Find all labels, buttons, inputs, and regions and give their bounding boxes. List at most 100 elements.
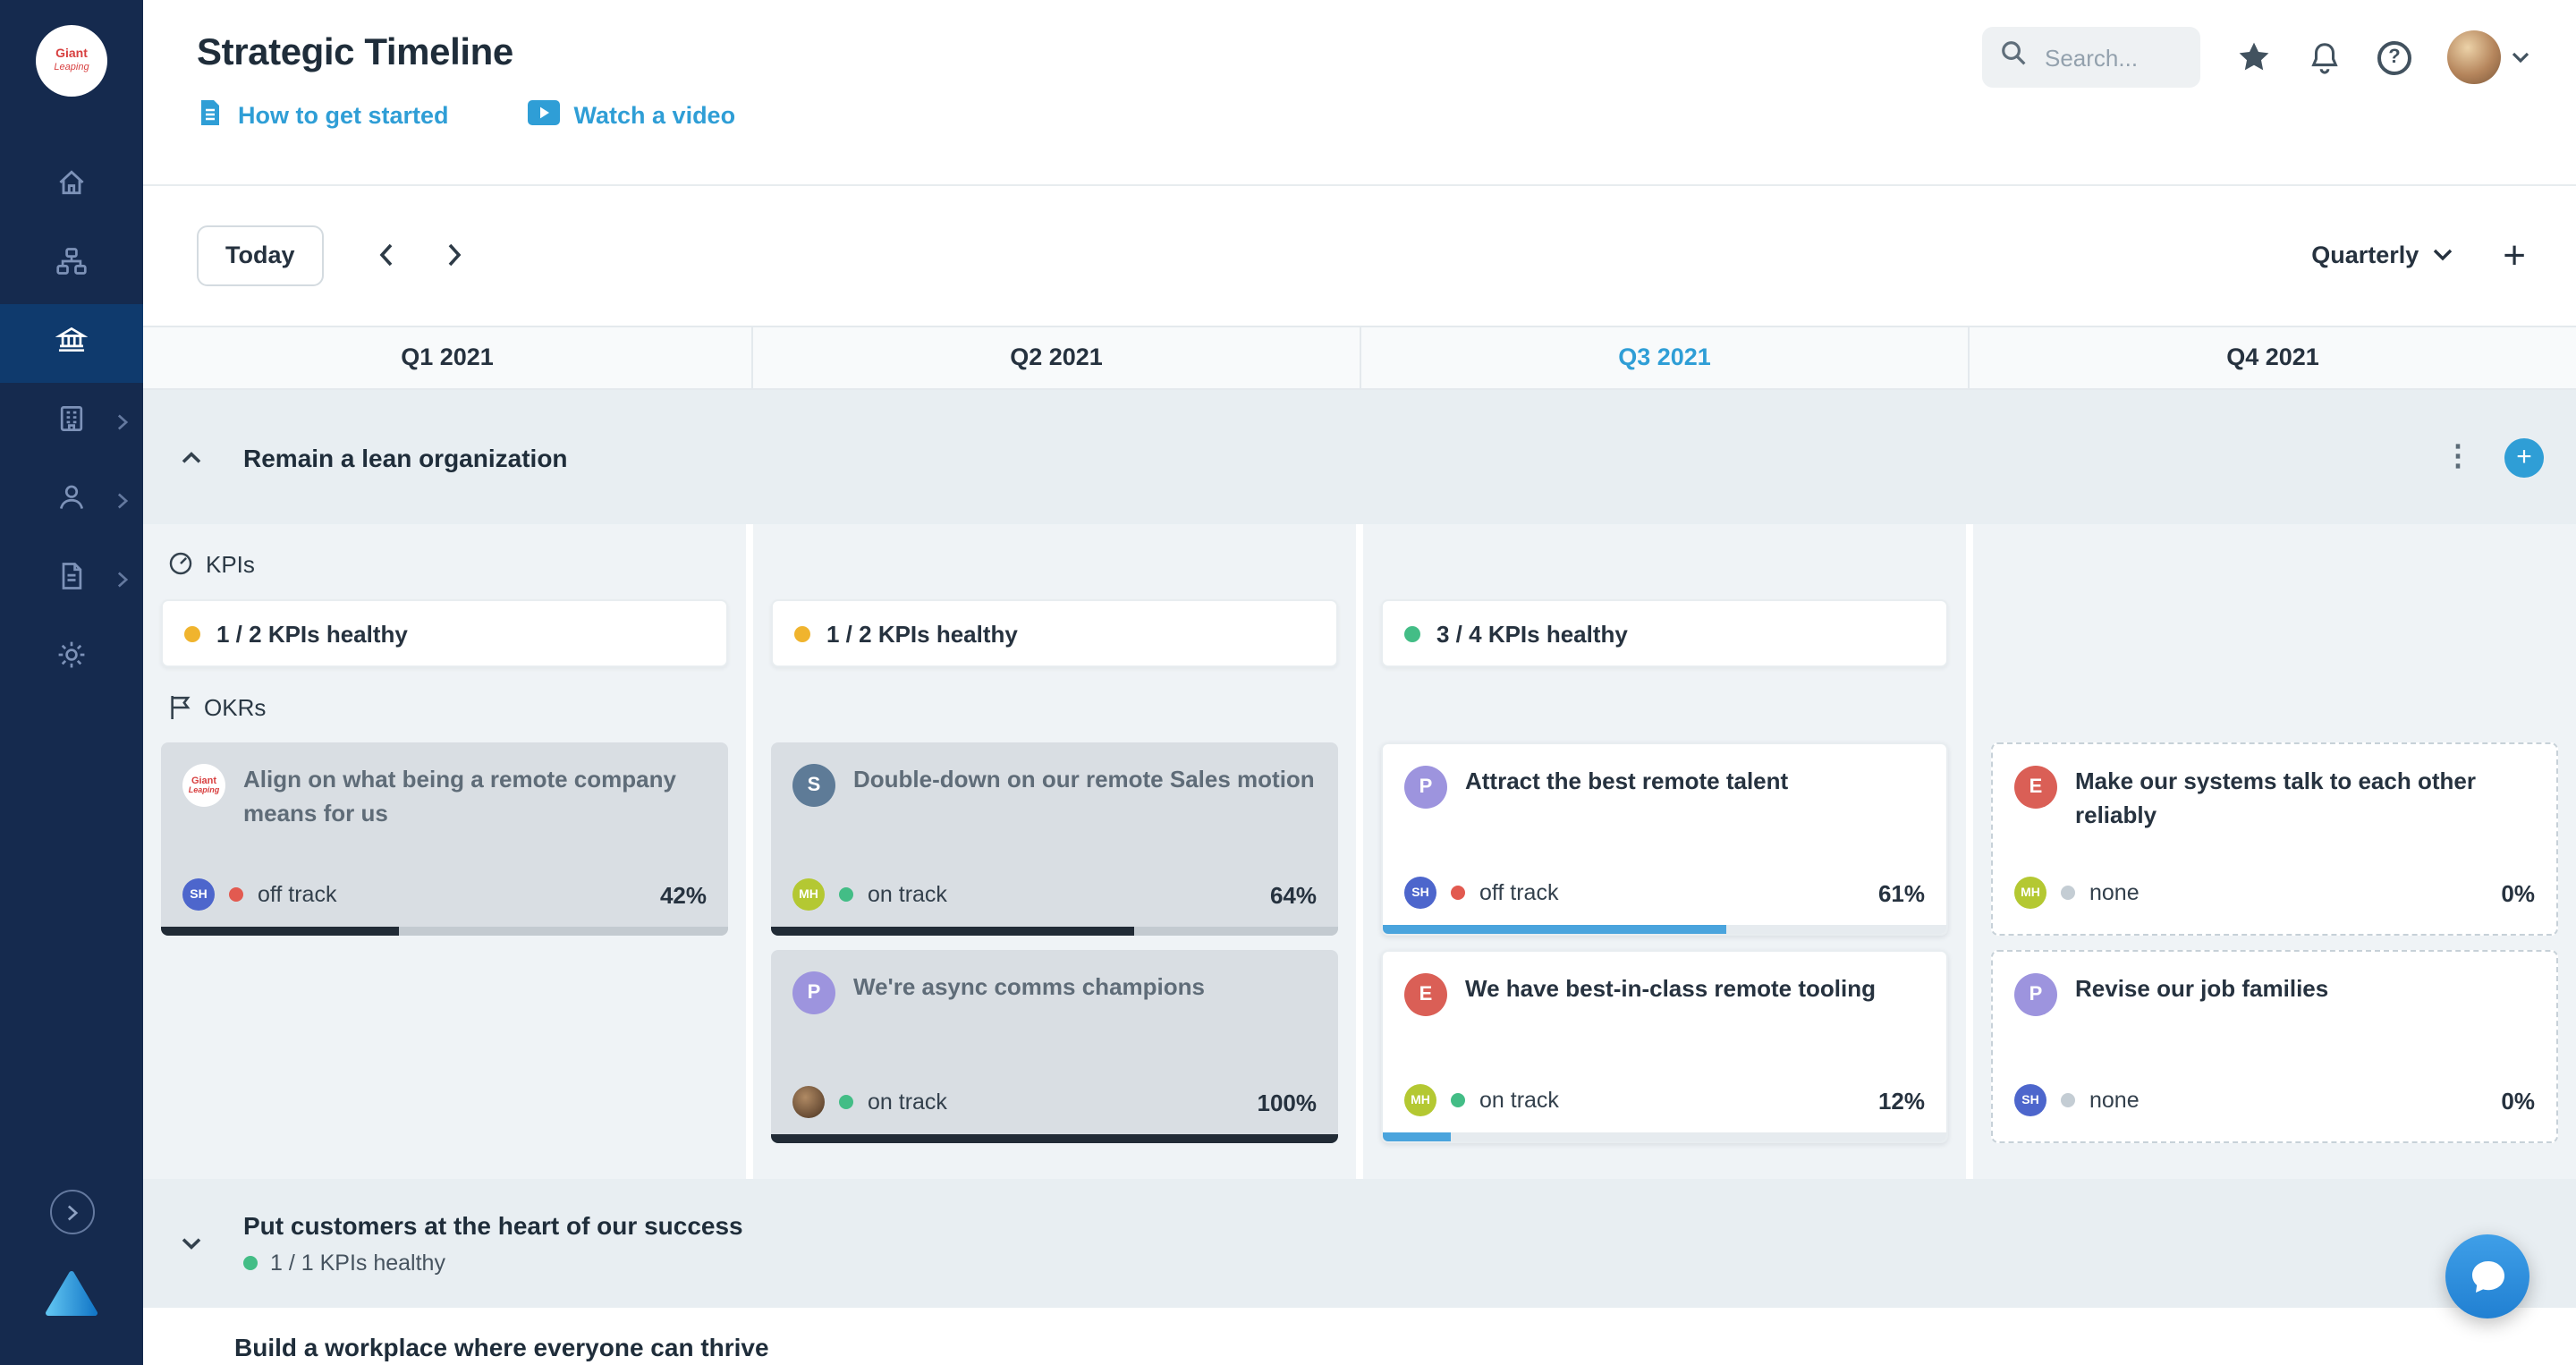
chevron-right-icon[interactable] bbox=[116, 571, 129, 589]
objective-avatar: P bbox=[1404, 766, 1447, 810]
gauge-icon bbox=[168, 552, 193, 577]
star-icon[interactable] bbox=[2236, 39, 2272, 75]
sidebar-item-settings[interactable] bbox=[0, 619, 143, 698]
section2-kpi-dot bbox=[243, 1256, 258, 1271]
logo-avatar-text: Giant bbox=[191, 776, 217, 787]
sidebar-item-people[interactable] bbox=[0, 462, 143, 540]
progress-fill bbox=[771, 927, 1134, 937]
search-box[interactable] bbox=[1982, 27, 2200, 88]
chevron-down-icon bbox=[2433, 250, 2453, 262]
logo-avatar-text: Leaping bbox=[188, 784, 220, 794]
status-label: off track bbox=[1479, 880, 1559, 906]
timeline-toolbar: Today Quarterly + bbox=[143, 185, 2576, 326]
status-dot bbox=[2061, 886, 2075, 901]
section-build-workplace: Build a workplace where everyone can thr… bbox=[143, 1333, 2576, 1365]
kpi-health-card[interactable]: 3 / 4 KPIs healthy bbox=[1381, 599, 1948, 668]
objective-avatar: E bbox=[1404, 973, 1447, 1017]
okrs-label bbox=[1363, 686, 1966, 729]
chevron-right-icon[interactable] bbox=[445, 242, 463, 269]
progress-bar bbox=[161, 927, 728, 937]
quarter-header: Q4 2021 bbox=[1968, 327, 2576, 388]
link-label: How to get started bbox=[238, 102, 449, 129]
add-objective-button[interactable]: + bbox=[2504, 437, 2544, 478]
status-label: none bbox=[2089, 1088, 2140, 1114]
progress-percent: 0% bbox=[2501, 1087, 2535, 1115]
okr-card-footer: MH none 0% bbox=[2014, 877, 2535, 910]
chevron-right-icon[interactable] bbox=[116, 492, 129, 510]
user-menu[interactable] bbox=[2447, 30, 2529, 84]
status-dot bbox=[229, 887, 243, 903]
link-label: Watch a video bbox=[573, 102, 736, 129]
okr-card[interactable]: Giant Leaping Align on what being a remote… bbox=[161, 742, 728, 937]
status-label: on track bbox=[868, 1089, 947, 1115]
okr-card-header: E Make our systems talk to each other rel… bbox=[1993, 745, 2556, 832]
okr-card-slot bbox=[143, 951, 746, 1144]
okr-card-slot: P Revise our job families SH none 0% bbox=[1973, 950, 2576, 1144]
kpi-summary-text: 1 / 1 KPIs healthy bbox=[270, 1251, 445, 1276]
okr-card-footer: MH on track 64% bbox=[792, 878, 1317, 911]
okr-card[interactable]: S Double-down on our remote Sales motion M… bbox=[771, 742, 1338, 937]
org-logo[interactable]: Giant Leaping bbox=[36, 25, 107, 97]
person-icon bbox=[55, 480, 88, 521]
main-area: Strategic Timeline How to get started Wa… bbox=[143, 0, 2576, 1365]
search-input[interactable] bbox=[2041, 42, 2199, 72]
okr-card[interactable]: P Revise our job families SH none 0% bbox=[1991, 950, 2558, 1144]
flag-icon bbox=[168, 694, 191, 721]
okr-card-footer: SH none 0% bbox=[2014, 1084, 2535, 1117]
bell-icon[interactable] bbox=[2308, 39, 2342, 75]
progress-bar bbox=[1383, 925, 1946, 935]
kpis-label-text: KPIs bbox=[206, 550, 255, 578]
chevron-right-icon[interactable] bbox=[116, 413, 129, 431]
expand-section-icon[interactable] bbox=[181, 1236, 216, 1251]
view-granularity-select[interactable]: Quarterly bbox=[2311, 242, 2453, 269]
progress-bar bbox=[771, 1134, 1338, 1144]
okr-card-slot: P We're async comms champions on track 100% bbox=[753, 950, 1356, 1144]
kpi-health-card[interactable]: 1 / 2 KPIs healthy bbox=[161, 599, 728, 668]
progress-bar bbox=[1383, 1132, 1946, 1142]
kpi-card-slot: 3 / 4 KPIs healthy bbox=[1363, 599, 1966, 668]
progress-percent: 0% bbox=[2501, 879, 2535, 907]
okr-card-header: S Double-down on our remote Sales motion bbox=[771, 743, 1338, 808]
add-button[interactable]: + bbox=[2503, 232, 2526, 277]
sidebar-collapse-button[interactable] bbox=[49, 1190, 94, 1234]
kpi-health-card[interactable]: 1 / 2 KPIs healthy bbox=[771, 599, 1338, 668]
collapse-section-icon[interactable] bbox=[181, 450, 216, 464]
okr-card[interactable]: E Make our systems talk to each other rel… bbox=[1991, 742, 2558, 937]
how-to-get-started-link[interactable]: How to get started bbox=[197, 98, 449, 132]
kpis-label bbox=[753, 543, 1356, 586]
sidebar-item-strategy[interactable] bbox=[0, 304, 143, 383]
chevron-left-icon[interactable] bbox=[377, 242, 395, 269]
bank-icon bbox=[55, 323, 89, 364]
progress-bar bbox=[771, 927, 1338, 937]
header-controls: ? bbox=[1982, 27, 2529, 88]
okrs-label bbox=[1973, 686, 2576, 729]
sidebar-item-org-chart[interactable] bbox=[0, 225, 143, 304]
kpi-status-dot bbox=[794, 625, 810, 642]
gear-icon bbox=[55, 638, 88, 679]
help-icon[interactable]: ? bbox=[2377, 40, 2411, 74]
progress-percent: 61% bbox=[1877, 879, 1925, 907]
okr-card-slot: E Make our systems talk to each other rel… bbox=[1973, 742, 2576, 937]
okr-card-header: E We have best-in-class remote tooling bbox=[1383, 953, 1946, 1017]
org-logo-text: Giant bbox=[55, 48, 88, 62]
section-title: Put customers at the heart of our succes… bbox=[243, 1211, 743, 1241]
org-chart-icon bbox=[55, 244, 88, 285]
page-title: Strategic Timeline bbox=[197, 32, 513, 73]
owner-avatar bbox=[792, 1086, 825, 1119]
sidebar-item-home[interactable] bbox=[0, 147, 143, 225]
document-icon bbox=[55, 559, 88, 600]
okr-card[interactable]: E We have best-in-class remote tooling MH o… bbox=[1381, 950, 1948, 1144]
okr-card[interactable]: P We're async comms champions on track 100% bbox=[771, 950, 1338, 1144]
sidebar-item-company[interactable] bbox=[0, 383, 143, 462]
status-label: none bbox=[2089, 880, 2140, 906]
okr-card-header: P We're async comms champions bbox=[771, 951, 1338, 1015]
watch-a-video-link[interactable]: Watch a video bbox=[527, 98, 736, 132]
quarter-header: Q2 2021 bbox=[751, 327, 1360, 388]
chat-launcher-button[interactable] bbox=[2445, 1234, 2529, 1318]
kebab-menu-icon[interactable]: ⋮ bbox=[2444, 441, 2472, 472]
okr-card[interactable]: P Attract the best remote talent SH off tra… bbox=[1381, 742, 1948, 937]
today-button[interactable]: Today bbox=[197, 225, 324, 286]
sidebar-item-documents[interactable] bbox=[0, 540, 143, 619]
section-title: Remain a lean organization bbox=[243, 443, 568, 472]
okr-card-slot: Giant Leaping Align on what being a remote… bbox=[143, 742, 746, 937]
